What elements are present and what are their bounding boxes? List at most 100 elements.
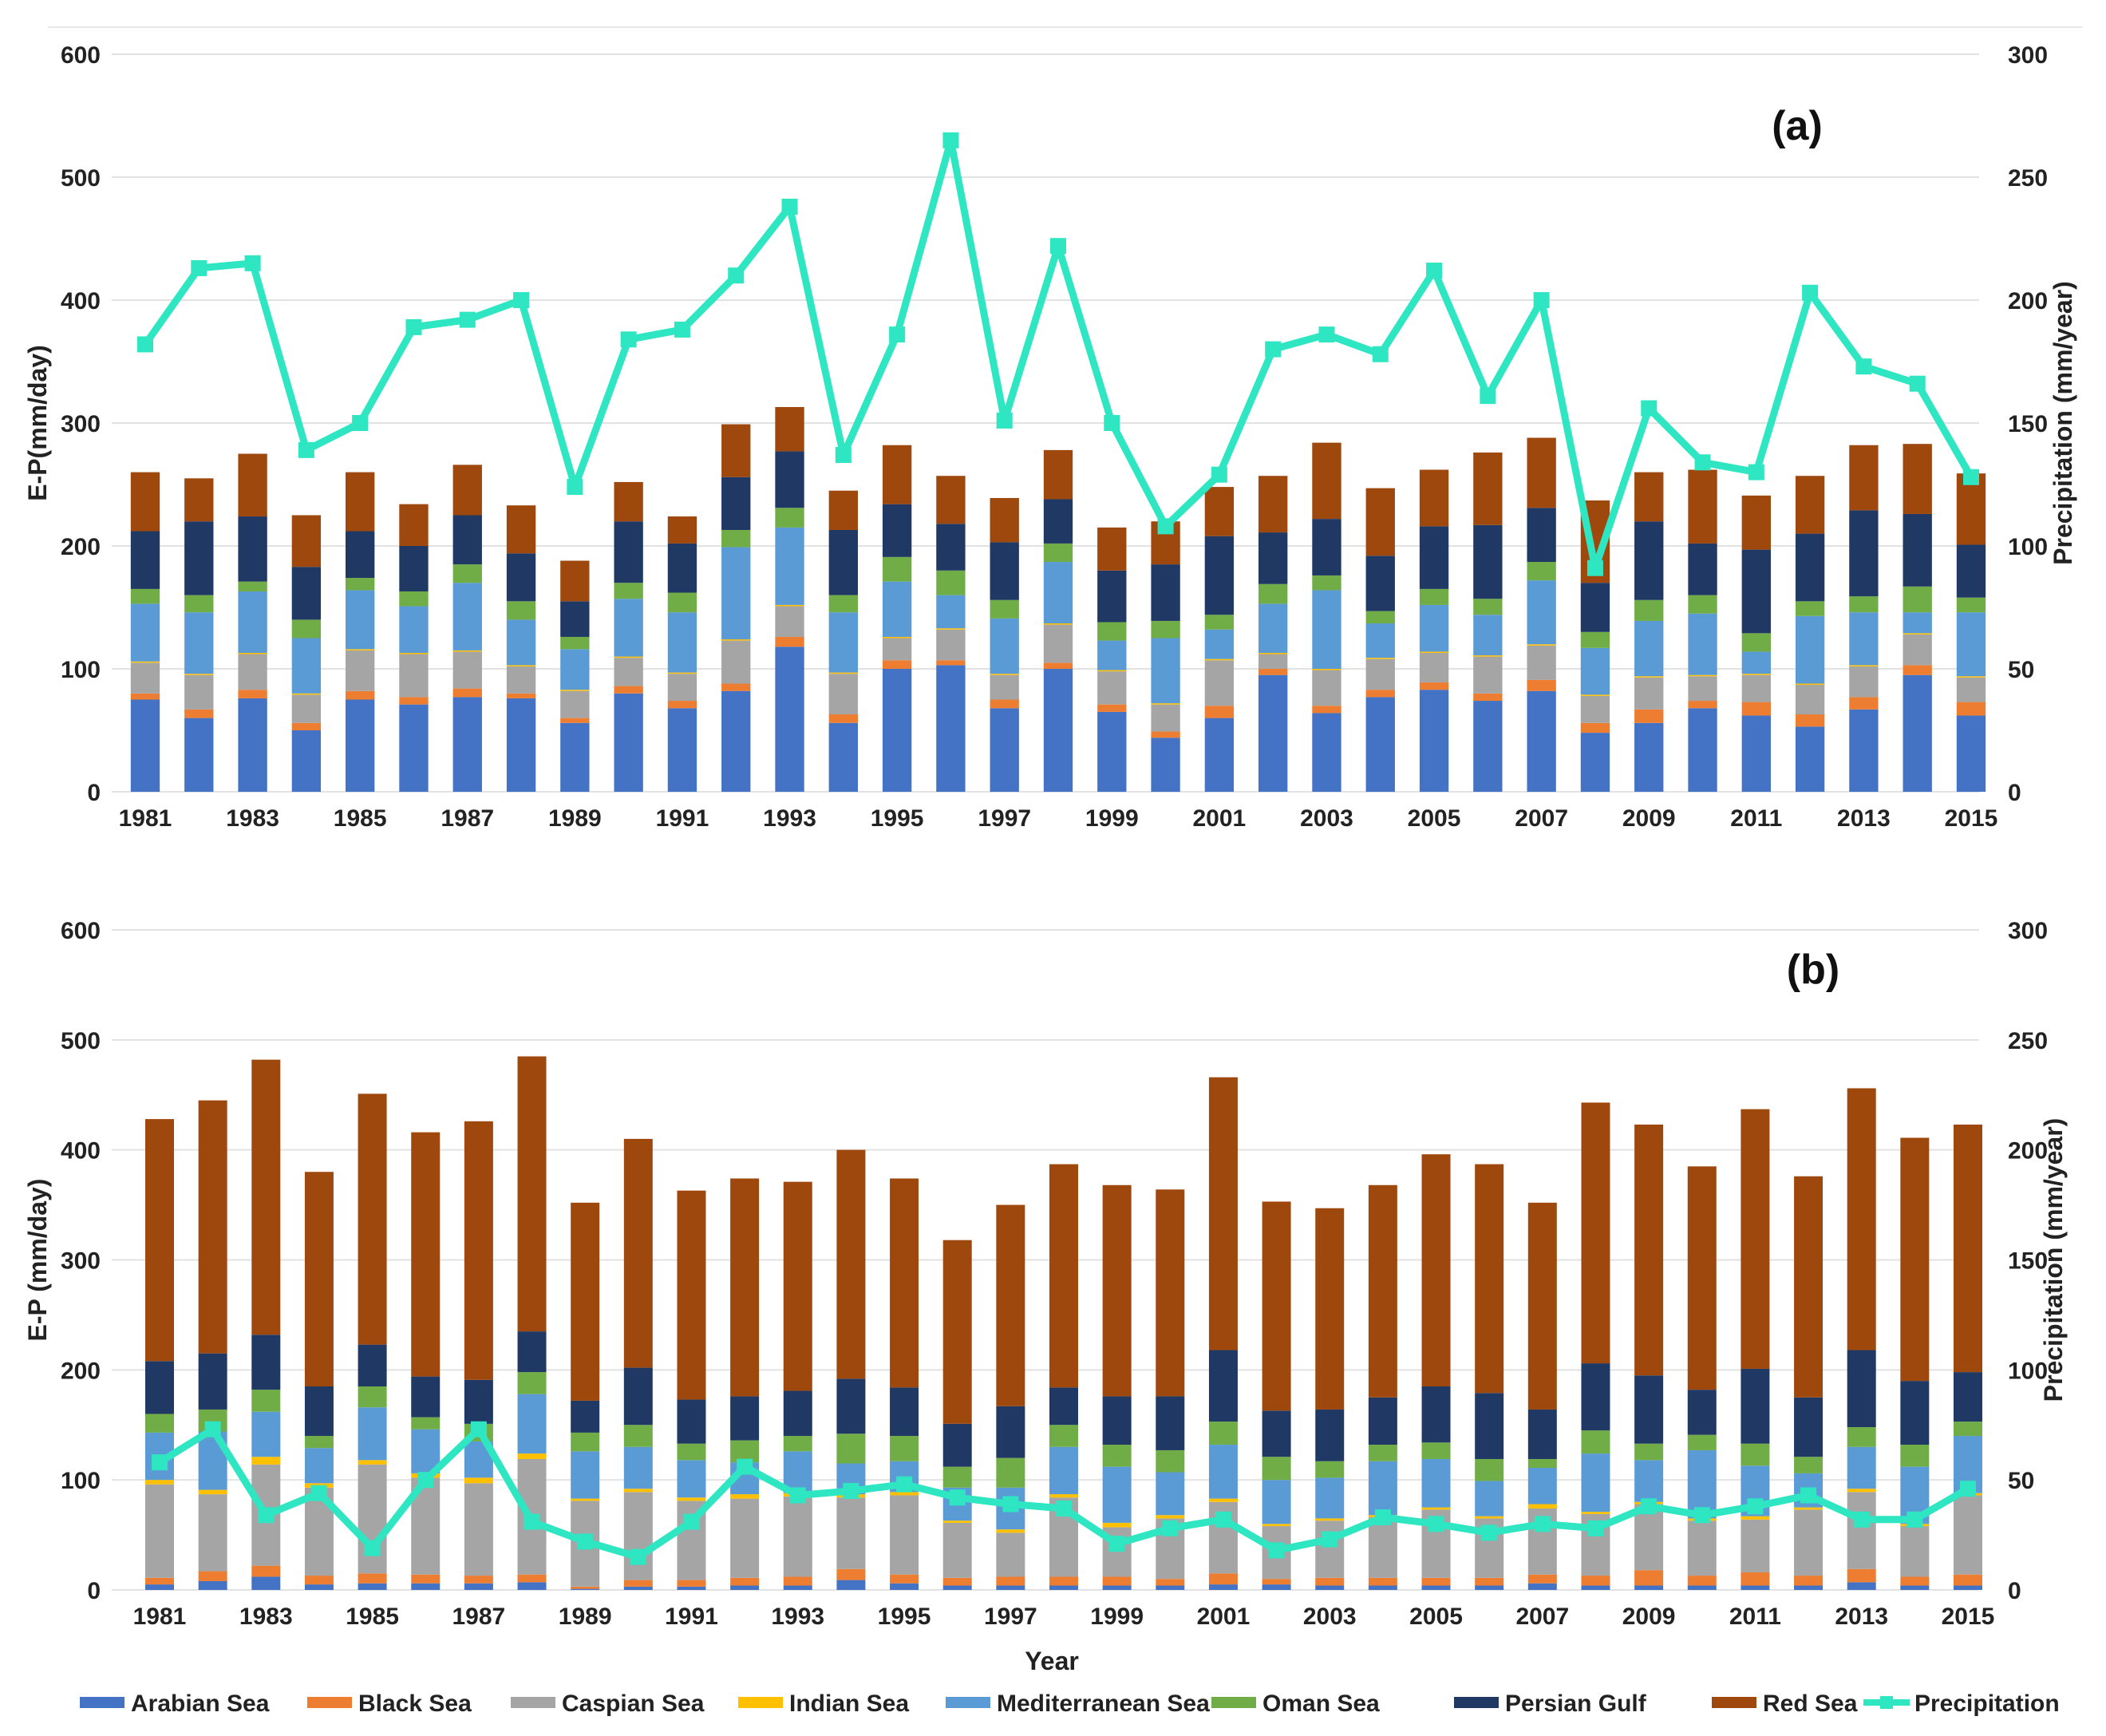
bar-segment-caspian-sea xyxy=(198,1494,227,1572)
bar-segment-persian-gulf xyxy=(571,1400,600,1433)
bar-segment-persian-gulf xyxy=(1688,543,1717,595)
y2-tick-label: 0 xyxy=(2008,780,2021,806)
bar-segment-caspian-sea xyxy=(452,651,482,689)
x-tick-label: 2015 xyxy=(1945,805,1998,832)
bar-segment-arabian-sea xyxy=(1527,690,1556,792)
precipitation-marker xyxy=(835,447,851,464)
bar-segment-persian-gulf xyxy=(1581,1363,1610,1431)
bar-segment-black-sea xyxy=(990,699,1019,709)
bar-segment-oman-sea xyxy=(452,564,482,583)
x-tick-label: 1985 xyxy=(346,1604,399,1630)
bar-segment-arabian-sea xyxy=(1954,1585,1982,1590)
bar-segment-indian-sea xyxy=(1527,644,1556,646)
bar-segment-oman-sea xyxy=(1527,562,1556,581)
bar-segment-persian-gulf xyxy=(942,1423,972,1467)
bar-segment-black-sea xyxy=(1475,1577,1504,1586)
bar-segment-persian-gulf xyxy=(996,1406,1025,1458)
y2-tick-label: 200 xyxy=(2008,1138,2048,1165)
bar-segment-persian-gulf xyxy=(1312,519,1341,575)
bar-segment-persian-gulf xyxy=(1315,1409,1345,1461)
bar-segment-black-sea xyxy=(1847,1568,1876,1583)
bar-segment-black-sea xyxy=(251,1565,281,1577)
bar-segment-indian-sea xyxy=(1208,1498,1238,1502)
y-tick-label: 100 xyxy=(61,657,101,683)
bar-segment-persian-gulf xyxy=(198,1353,227,1410)
bar-segment-oman-sea xyxy=(304,1436,334,1449)
bar-segment-persian-gulf xyxy=(890,1387,919,1437)
bar-segment-red-sea xyxy=(452,465,482,516)
x-tick-label: 1987 xyxy=(441,805,494,832)
bar-segment-red-sea xyxy=(1475,1164,1504,1394)
bar-segment-indian-sea xyxy=(1794,1507,1823,1510)
bar-segment-red-sea xyxy=(936,476,966,524)
y2-tick-label: 200 xyxy=(2008,288,2048,314)
precipitation-marker xyxy=(1374,1509,1391,1526)
bar-segment-persian-gulf xyxy=(145,1361,174,1414)
bar-segment-arabian-sea xyxy=(571,1588,600,1590)
bar-segment-arabian-sea xyxy=(1097,711,1127,792)
precipitation-marker xyxy=(1802,284,1819,301)
y-tick-label: 200 xyxy=(61,534,101,560)
precipitation-marker xyxy=(843,1482,859,1499)
x-tick-label: 2003 xyxy=(1300,805,1353,832)
bar-segment-oman-sea xyxy=(1043,543,1073,563)
y2-axis-label: Precipitation (mm/year) xyxy=(2039,1118,2068,1402)
bar-segment-arabian-sea xyxy=(775,647,804,792)
precipitation-marker xyxy=(1693,1507,1710,1524)
bar-segment-indian-sea xyxy=(1580,694,1610,696)
bar-segment-black-sea xyxy=(1956,702,1986,716)
bar-segment-mediterranean-sea xyxy=(1315,1477,1345,1519)
y2-axis-label: Precipitation (mm/year) xyxy=(2049,281,2077,565)
bar-segment-oman-sea xyxy=(571,1432,600,1452)
bar-segment-mediterranean-sea xyxy=(399,606,429,653)
bar-segment-red-sea xyxy=(677,1190,706,1400)
precipitation-marker xyxy=(1586,560,1603,576)
bar-segment-oman-sea xyxy=(1900,1445,1930,1467)
bar-segment-black-sea xyxy=(890,1574,919,1584)
bar-segment-persian-gulf xyxy=(1262,1410,1291,1457)
bar-segment-indian-sea xyxy=(130,661,160,663)
legend-swatch xyxy=(1454,1697,1499,1708)
bar-segment-arabian-sea xyxy=(1849,709,1879,792)
bar-segment-indian-sea xyxy=(184,674,214,675)
legend-item-persian-gulf: Persian Gulf xyxy=(1454,1691,1647,1717)
bar-segment-arabian-sea xyxy=(1421,1585,1451,1590)
bar-segment-caspian-sea xyxy=(1368,1517,1397,1578)
bar-segment-oman-sea xyxy=(238,581,267,591)
bar-segment-oman-sea xyxy=(1151,620,1180,639)
bar-segment-arabian-sea xyxy=(730,1585,760,1590)
bar-segment-caspian-sea xyxy=(942,1522,972,1578)
bar-segment-mediterranean-sea xyxy=(1741,651,1771,674)
bar-segment-oman-sea xyxy=(1208,1422,1238,1445)
bar-segment-oman-sea xyxy=(614,583,643,599)
bar-segment-arabian-sea xyxy=(677,1586,706,1590)
bar-segment-black-sea xyxy=(730,1577,760,1586)
bar-segment-black-sea xyxy=(571,1586,600,1589)
bar-segment-black-sea xyxy=(1368,1577,1397,1586)
bar-segment-arabian-sea xyxy=(1794,1585,1823,1590)
bar-segment-black-sea xyxy=(1900,1576,1930,1586)
y2-tick-label: 50 xyxy=(2008,657,2034,683)
bar-segment-red-sea xyxy=(464,1121,493,1380)
bar-segment-indian-sea xyxy=(1741,674,1771,675)
bar-segment-indian-sea xyxy=(506,665,536,666)
bar-segment-red-sea xyxy=(1634,1124,1664,1376)
bar-segment-caspian-sea xyxy=(1741,1519,1770,1572)
precipitation-marker xyxy=(1157,518,1174,535)
bar-segment-arabian-sea xyxy=(291,730,322,792)
bar-segment-arabian-sea xyxy=(936,665,966,792)
bar-segment-oman-sea xyxy=(1794,1457,1823,1473)
bar-segment-black-sea xyxy=(1315,1577,1345,1586)
bar-segment-mediterranean-sea xyxy=(1208,1445,1238,1499)
bar-segment-oman-sea xyxy=(1097,622,1127,641)
precipitation-marker xyxy=(1108,1536,1125,1552)
bar-segment-mediterranean-sea xyxy=(623,1446,653,1489)
bar-segment-arabian-sea xyxy=(1688,708,1717,792)
bar-segment-indian-sea xyxy=(882,636,912,639)
precipitation-marker xyxy=(298,441,314,458)
bar-segment-oman-sea xyxy=(996,1457,1025,1488)
bar-segment-red-sea xyxy=(1365,488,1395,556)
bar-segment-arabian-sea xyxy=(1258,674,1288,792)
bar-segment-oman-sea xyxy=(1365,611,1395,624)
bar-segment-oman-sea xyxy=(1688,595,1717,614)
